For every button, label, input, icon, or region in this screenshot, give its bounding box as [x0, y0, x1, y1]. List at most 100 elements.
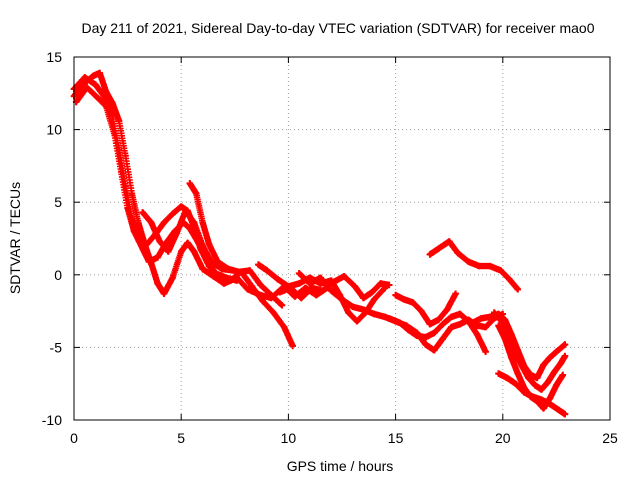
data-point — [413, 332, 421, 339]
data-point — [274, 275, 281, 283]
data-point — [473, 331, 481, 338]
data-point — [512, 380, 519, 387]
data-point — [353, 318, 361, 325]
data-point — [94, 94, 101, 101]
data-point — [330, 278, 337, 286]
data-point — [268, 291, 275, 299]
data-point — [248, 283, 256, 290]
data-point — [435, 245, 442, 252]
data-point — [199, 219, 206, 226]
data-point — [426, 320, 434, 328]
data-point — [456, 320, 464, 328]
data-point — [117, 168, 125, 175]
data-point — [351, 283, 359, 290]
data-point — [508, 354, 515, 361]
x-tick-label: 25 — [602, 430, 618, 446]
data-point — [349, 303, 356, 310]
data-point — [546, 354, 554, 361]
data-point — [430, 329, 438, 337]
data-point — [486, 262, 494, 270]
data-point — [491, 309, 498, 316]
data-point — [115, 117, 123, 125]
data-point — [289, 342, 296, 350]
data-point — [295, 280, 303, 287]
data-point — [169, 274, 176, 281]
data-point — [92, 81, 99, 88]
data-point — [559, 371, 567, 379]
data-point — [476, 262, 483, 270]
data-point — [83, 84, 91, 91]
data-point — [212, 270, 219, 277]
data-point — [90, 72, 97, 80]
data-point — [538, 396, 545, 403]
data-point — [190, 248, 198, 255]
data-point — [139, 245, 146, 252]
data-point — [276, 289, 284, 296]
data-point — [499, 319, 506, 326]
data-point — [122, 152, 129, 159]
data-point — [255, 261, 262, 268]
data-point — [139, 209, 146, 216]
data-point — [257, 281, 264, 289]
series-sat-K — [426, 238, 522, 293]
series-sat-M — [491, 309, 569, 393]
data-point — [278, 302, 286, 309]
data-point — [102, 103, 110, 110]
data-point — [439, 320, 446, 328]
data-point — [214, 258, 221, 265]
data-point — [246, 267, 254, 274]
data-point — [426, 251, 434, 258]
y-axis-label: SDTVAR / TECUs — [7, 182, 23, 294]
data-point — [259, 297, 266, 305]
data-point — [551, 368, 558, 376]
data-point — [529, 393, 537, 400]
data-point — [223, 274, 230, 281]
data-point — [448, 313, 455, 321]
data-point — [469, 319, 476, 326]
data-point — [244, 286, 251, 293]
data-point — [525, 374, 532, 382]
data-point — [160, 219, 168, 226]
data-point — [506, 275, 513, 283]
data-point — [561, 341, 569, 348]
data-point — [435, 316, 442, 324]
data-point — [448, 323, 455, 331]
data-point — [287, 284, 294, 292]
data-point — [561, 352, 569, 360]
data-point — [514, 286, 522, 293]
data-point — [409, 299, 416, 306]
data-point — [546, 395, 554, 402]
series-sat-G — [276, 273, 393, 302]
data-point — [368, 289, 376, 296]
data-point — [340, 273, 348, 280]
data-point — [381, 313, 389, 321]
data-point — [385, 281, 393, 289]
data-point — [497, 267, 504, 274]
data-point — [100, 93, 108, 100]
data-point — [392, 291, 399, 299]
series-sat-H — [295, 270, 506, 354]
data-point — [540, 361, 547, 369]
data-point — [465, 258, 472, 265]
data-point — [186, 180, 193, 187]
data-point — [370, 310, 378, 318]
data-point — [514, 370, 522, 377]
data-point — [208, 258, 215, 265]
data-series — [70, 69, 569, 418]
data-point — [130, 228, 138, 235]
data-point — [313, 291, 320, 299]
data-point — [96, 69, 103, 77]
data-point — [482, 323, 489, 331]
data-point — [555, 406, 562, 414]
y-tick-label: 10 — [46, 122, 62, 138]
x-tick-label: 5 — [177, 430, 185, 446]
data-point — [495, 370, 502, 377]
data-point — [295, 270, 303, 277]
x-axis-label: GPS time / hours — [287, 458, 394, 474]
data-point — [370, 296, 378, 303]
data-point — [385, 315, 393, 322]
y-tick-label: 15 — [46, 49, 62, 65]
data-point — [338, 296, 346, 303]
data-point — [169, 210, 176, 218]
